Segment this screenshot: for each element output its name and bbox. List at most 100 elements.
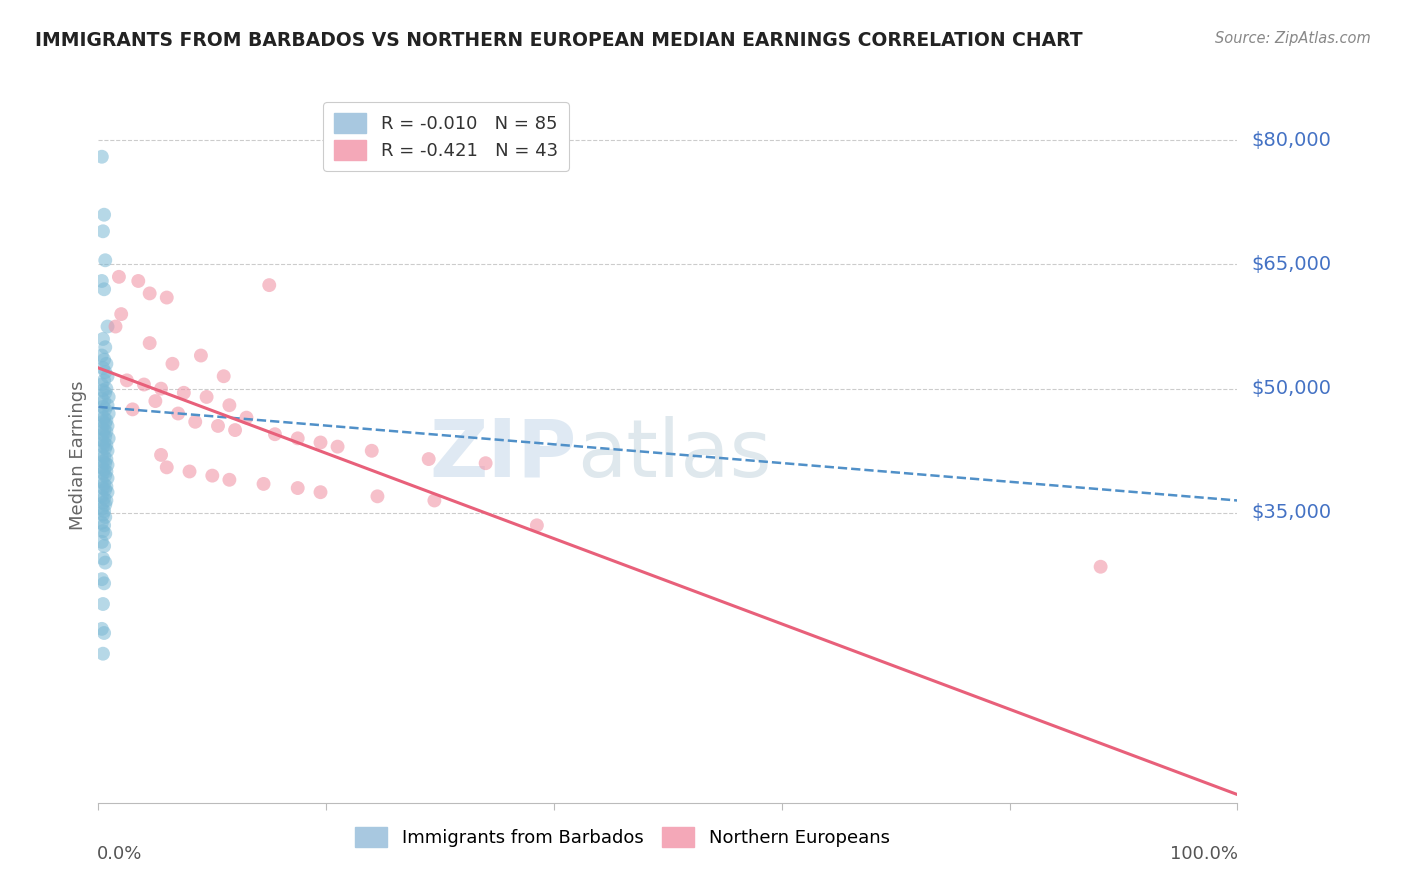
Point bbox=[309, 485, 332, 500]
Point bbox=[108, 269, 131, 284]
Point bbox=[150, 382, 173, 396]
Point bbox=[96, 418, 118, 433]
Point bbox=[201, 468, 224, 483]
Point bbox=[90, 516, 112, 530]
Point bbox=[96, 443, 118, 458]
Point bbox=[96, 452, 118, 467]
Point bbox=[93, 476, 115, 491]
Point bbox=[93, 352, 115, 367]
Point bbox=[173, 385, 195, 400]
Point bbox=[1090, 559, 1112, 574]
Point bbox=[91, 415, 114, 429]
Point bbox=[96, 369, 118, 384]
Point bbox=[93, 504, 115, 518]
Point bbox=[97, 390, 120, 404]
Point bbox=[94, 253, 117, 268]
Point bbox=[93, 491, 115, 505]
Point bbox=[360, 443, 382, 458]
Text: $80,000: $80,000 bbox=[1251, 130, 1331, 150]
Text: ZIP: ZIP bbox=[429, 416, 576, 494]
Point bbox=[93, 282, 115, 296]
Point bbox=[90, 460, 112, 475]
Point bbox=[156, 291, 179, 305]
Point bbox=[418, 452, 440, 467]
Point bbox=[93, 435, 115, 450]
Point bbox=[90, 408, 112, 422]
Point bbox=[287, 431, 309, 445]
Point bbox=[94, 498, 117, 512]
Point bbox=[93, 463, 115, 477]
Point bbox=[93, 394, 115, 409]
Point bbox=[94, 510, 117, 524]
Point bbox=[91, 440, 114, 454]
Point bbox=[94, 385, 117, 400]
Point bbox=[91, 224, 114, 238]
Point bbox=[94, 430, 117, 444]
Point bbox=[94, 402, 117, 417]
Text: $35,000: $35,000 bbox=[1251, 503, 1331, 523]
Point bbox=[96, 382, 118, 396]
Point bbox=[96, 479, 118, 493]
Point bbox=[94, 483, 117, 497]
Point bbox=[94, 556, 117, 570]
Text: $65,000: $65,000 bbox=[1251, 255, 1331, 274]
Point bbox=[97, 407, 120, 421]
Point bbox=[96, 413, 118, 427]
Point bbox=[127, 274, 149, 288]
Point bbox=[132, 377, 155, 392]
Point bbox=[91, 466, 114, 480]
Point bbox=[91, 481, 114, 495]
Point bbox=[184, 415, 207, 429]
Point bbox=[97, 431, 120, 445]
Point bbox=[94, 417, 117, 431]
Point bbox=[96, 485, 118, 500]
Point bbox=[90, 377, 112, 392]
Point bbox=[190, 349, 212, 363]
Point bbox=[90, 150, 112, 164]
Point bbox=[90, 448, 112, 462]
Point bbox=[90, 274, 112, 288]
Point bbox=[138, 336, 160, 351]
Point bbox=[91, 496, 114, 510]
Legend: Immigrants from Barbados, Northern Europeans: Immigrants from Barbados, Northern Europ… bbox=[346, 819, 898, 856]
Y-axis label: Median Earnings: Median Earnings bbox=[69, 380, 87, 530]
Point bbox=[90, 489, 112, 503]
Point bbox=[93, 410, 115, 425]
Point bbox=[90, 421, 112, 435]
Point bbox=[90, 392, 112, 406]
Point bbox=[93, 423, 115, 437]
Point bbox=[96, 357, 118, 371]
Point bbox=[91, 454, 114, 468]
Point bbox=[145, 394, 167, 409]
Point bbox=[212, 369, 235, 384]
Point bbox=[90, 572, 112, 586]
Point bbox=[121, 402, 143, 417]
Point bbox=[96, 493, 118, 508]
Point bbox=[93, 626, 115, 640]
Point bbox=[91, 400, 114, 414]
Point bbox=[96, 319, 118, 334]
Point bbox=[150, 448, 173, 462]
Point bbox=[91, 360, 114, 375]
Point bbox=[91, 647, 114, 661]
Point bbox=[96, 398, 118, 412]
Point bbox=[309, 435, 332, 450]
Point bbox=[423, 493, 446, 508]
Point bbox=[94, 526, 117, 541]
Point bbox=[96, 471, 118, 485]
Point bbox=[91, 524, 114, 538]
Point bbox=[366, 489, 388, 503]
Point bbox=[110, 307, 132, 321]
Point bbox=[526, 518, 548, 533]
Text: $50,000: $50,000 bbox=[1251, 379, 1331, 398]
Point bbox=[91, 508, 114, 522]
Point bbox=[93, 208, 115, 222]
Point bbox=[90, 349, 112, 363]
Point bbox=[218, 398, 240, 412]
Point bbox=[91, 597, 114, 611]
Point bbox=[94, 340, 117, 354]
Point bbox=[167, 407, 190, 421]
Point bbox=[96, 425, 118, 439]
Point bbox=[162, 357, 184, 371]
Point bbox=[93, 518, 115, 533]
